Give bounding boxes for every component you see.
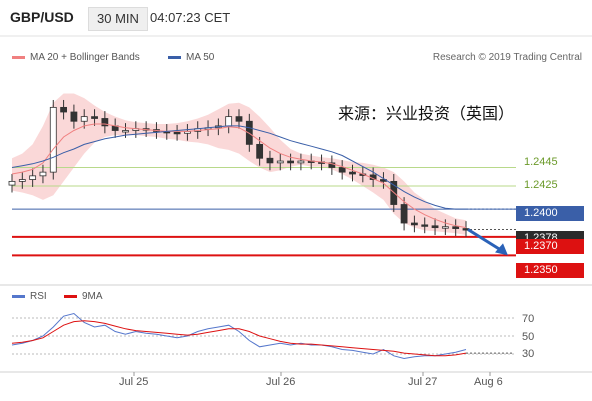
candle-body: [60, 106, 67, 113]
legend-ma50: MA 50: [168, 52, 214, 63]
timestamp-label: 04:07:23 CET: [150, 10, 231, 25]
level-lines: [12, 167, 516, 257]
forecast-arrow: [467, 228, 508, 256]
candle-body: [80, 116, 88, 122]
ma20-swatch: [12, 56, 25, 59]
rsi-tick-50: 50: [522, 331, 535, 343]
candle-body: [441, 226, 449, 229]
candle-body: [338, 167, 346, 173]
ma9-line: [11, 320, 467, 357]
legend-rsi: RSI: [12, 291, 47, 302]
candle-body: [328, 162, 336, 168]
ma50-swatch: [168, 56, 181, 59]
legend-9ma-label: 9MA: [82, 291, 103, 302]
ma50-line: [11, 125, 466, 210]
candle-body: [421, 224, 429, 227]
rsi-tick-70: 70: [522, 313, 535, 325]
candle-body: [29, 175, 37, 180]
candle-body: [8, 180, 16, 186]
candle-body: [349, 171, 356, 175]
candle-body: [101, 118, 109, 127]
ma20-line: [11, 123, 467, 229]
support-1-label: 1.2370: [516, 239, 584, 254]
candle-body: [276, 160, 284, 164]
x-label-jul27: Jul 27: [408, 376, 438, 388]
candle-body: [225, 116, 233, 127]
candle-body: [39, 171, 47, 177]
candle-body: [431, 225, 439, 229]
rsi-swatch: [12, 295, 25, 298]
candle-body: [287, 160, 294, 164]
candle-body: [122, 130, 129, 133]
legend-ma20: MA 20 + Bollinger Bands: [12, 52, 140, 63]
candle-body: [452, 226, 460, 229]
legend-rsi-label: RSI: [30, 291, 47, 302]
candles: [8, 99, 470, 237]
rsi-line: [11, 312, 467, 360]
moving-averages: [11, 123, 516, 229]
legend-ma20-label: MA 20 + Bollinger Bands: [30, 52, 140, 63]
candle-body: [18, 179, 26, 182]
credit-label: Research © 2019 Trading Central: [432, 52, 582, 63]
candle-body: [400, 204, 408, 224]
ma50-value-label: 1.2400: [516, 206, 584, 221]
forecast-arrow-head: [495, 243, 508, 256]
forecast-arrow-shaft: [467, 228, 504, 253]
x-label-aug6: Aug 6: [474, 376, 503, 388]
candle-body: [70, 111, 78, 122]
x-label-jul26: Jul 26: [266, 376, 296, 388]
candle-body: [49, 106, 57, 173]
support-2-label: 1.2350: [516, 263, 584, 278]
symbol-label: GBP/USD: [10, 9, 74, 25]
candle-body: [411, 222, 418, 226]
source-note: 来源：兴业投资（英国）: [338, 104, 515, 123]
candle-body: [91, 116, 98, 119]
timeframe-badge[interactable]: 30 MIN: [88, 7, 148, 31]
candle-body: [235, 116, 243, 122]
candle-body: [173, 131, 181, 135]
chart-header: GBP/USD 30 MIN 04:07:23 CET: [0, 0, 592, 36]
candle-body: [266, 157, 274, 164]
rsi-tick-30: 30: [522, 348, 535, 360]
candle-body: [256, 143, 264, 159]
x-label-jul25: Jul 25: [119, 376, 149, 388]
candle-body: [297, 160, 305, 164]
9ma-swatch: [64, 295, 77, 298]
rsi-panel: [0, 35, 592, 376]
level-1-label: 1.2445: [524, 156, 558, 168]
level-2-label: 1.2425: [524, 179, 558, 191]
legend-9ma: 9MA: [64, 291, 103, 302]
legend-ma50-label: MA 50: [186, 52, 215, 63]
